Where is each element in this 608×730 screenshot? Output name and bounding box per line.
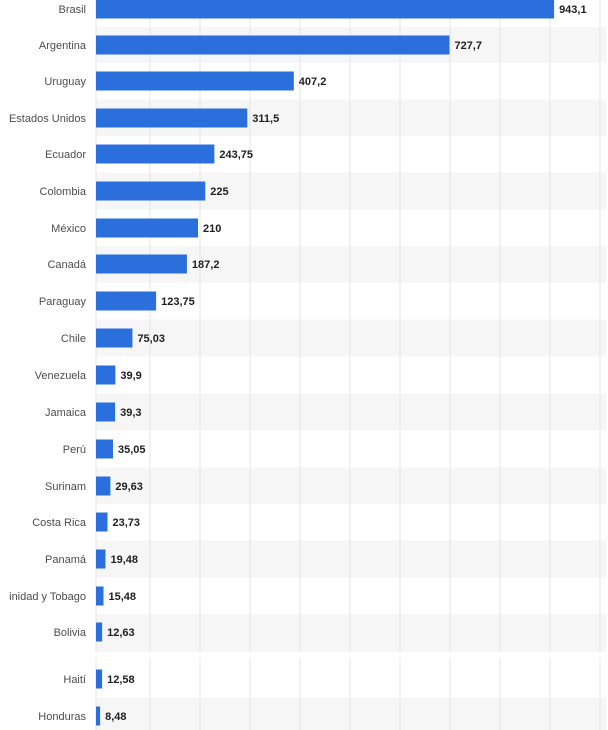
category-label: Colombia: [40, 186, 87, 198]
bar: [96, 35, 450, 55]
value-label: 123,75: [161, 296, 195, 308]
value-label: 75,03: [137, 333, 165, 345]
bar: [96, 669, 103, 689]
category-label: Honduras: [38, 711, 86, 723]
bar: [96, 108, 248, 128]
category-label: Chile: [61, 333, 86, 345]
value-label: 39,9: [120, 370, 141, 382]
category-label: Bolivia: [54, 627, 87, 639]
bar: [96, 439, 114, 459]
category-label: Paraguay: [39, 296, 87, 308]
row-band: [96, 467, 606, 504]
value-label: 35,05: [118, 444, 146, 456]
bar: [96, 144, 215, 164]
category-label: inidad y Tobago: [9, 591, 86, 603]
value-label: 29,63: [115, 481, 143, 493]
bar: [96, 549, 106, 569]
category-label: Costa Rica: [32, 517, 87, 529]
bar: [96, 291, 157, 311]
value-label: 311,5: [252, 113, 279, 125]
bar: [96, 254, 187, 274]
value-label: 39,3: [120, 407, 141, 419]
bar: [96, 586, 104, 606]
category-label: Canadá: [47, 259, 86, 271]
category-label: Venezuela: [35, 370, 87, 382]
bar: [96, 622, 103, 642]
row-band: [96, 614, 606, 656]
category-label: Surinam: [45, 481, 86, 493]
bar: [96, 71, 294, 91]
category-label: Haití: [63, 674, 86, 686]
row-band: [96, 540, 606, 578]
value-label: 8,48: [105, 711, 126, 723]
bar: [96, 476, 111, 496]
value-label: 23,73: [113, 517, 141, 529]
category-label: Ecuador: [45, 149, 86, 161]
row-band: [96, 697, 606, 730]
bar: [96, 0, 555, 19]
value-label: 19,48: [110, 554, 138, 566]
category-label: Uruguay: [44, 76, 86, 88]
row-band: [96, 393, 606, 431]
value-label: 407,2: [299, 76, 327, 88]
category-label: Argentina: [39, 40, 87, 52]
value-label: 12,63: [107, 627, 135, 639]
bar: [96, 181, 206, 201]
value-label: 12,58: [107, 674, 135, 686]
value-label: 15,48: [109, 591, 137, 603]
value-label: 225: [210, 186, 228, 198]
category-label: Estados Unidos: [9, 113, 87, 125]
category-label: Brasil: [58, 4, 86, 16]
bar: [96, 328, 133, 348]
bar: [96, 706, 101, 726]
value-label: 727,7: [454, 40, 482, 52]
bar: [96, 402, 116, 422]
value-label: 187,2: [192, 259, 220, 271]
section-gap: [0, 652, 608, 658]
category-label: Panamá: [45, 554, 87, 566]
value-label: 243,75: [219, 149, 253, 161]
row-band: [96, 319, 606, 357]
category-label: Jamaica: [45, 407, 87, 419]
category-label: Perú: [63, 444, 86, 456]
category-label: México: [51, 223, 86, 235]
value-label: 943,1: [559, 4, 587, 16]
bar: [96, 218, 198, 238]
value-label: 210: [203, 223, 221, 235]
bar: [96, 512, 108, 532]
bar: [96, 365, 116, 385]
